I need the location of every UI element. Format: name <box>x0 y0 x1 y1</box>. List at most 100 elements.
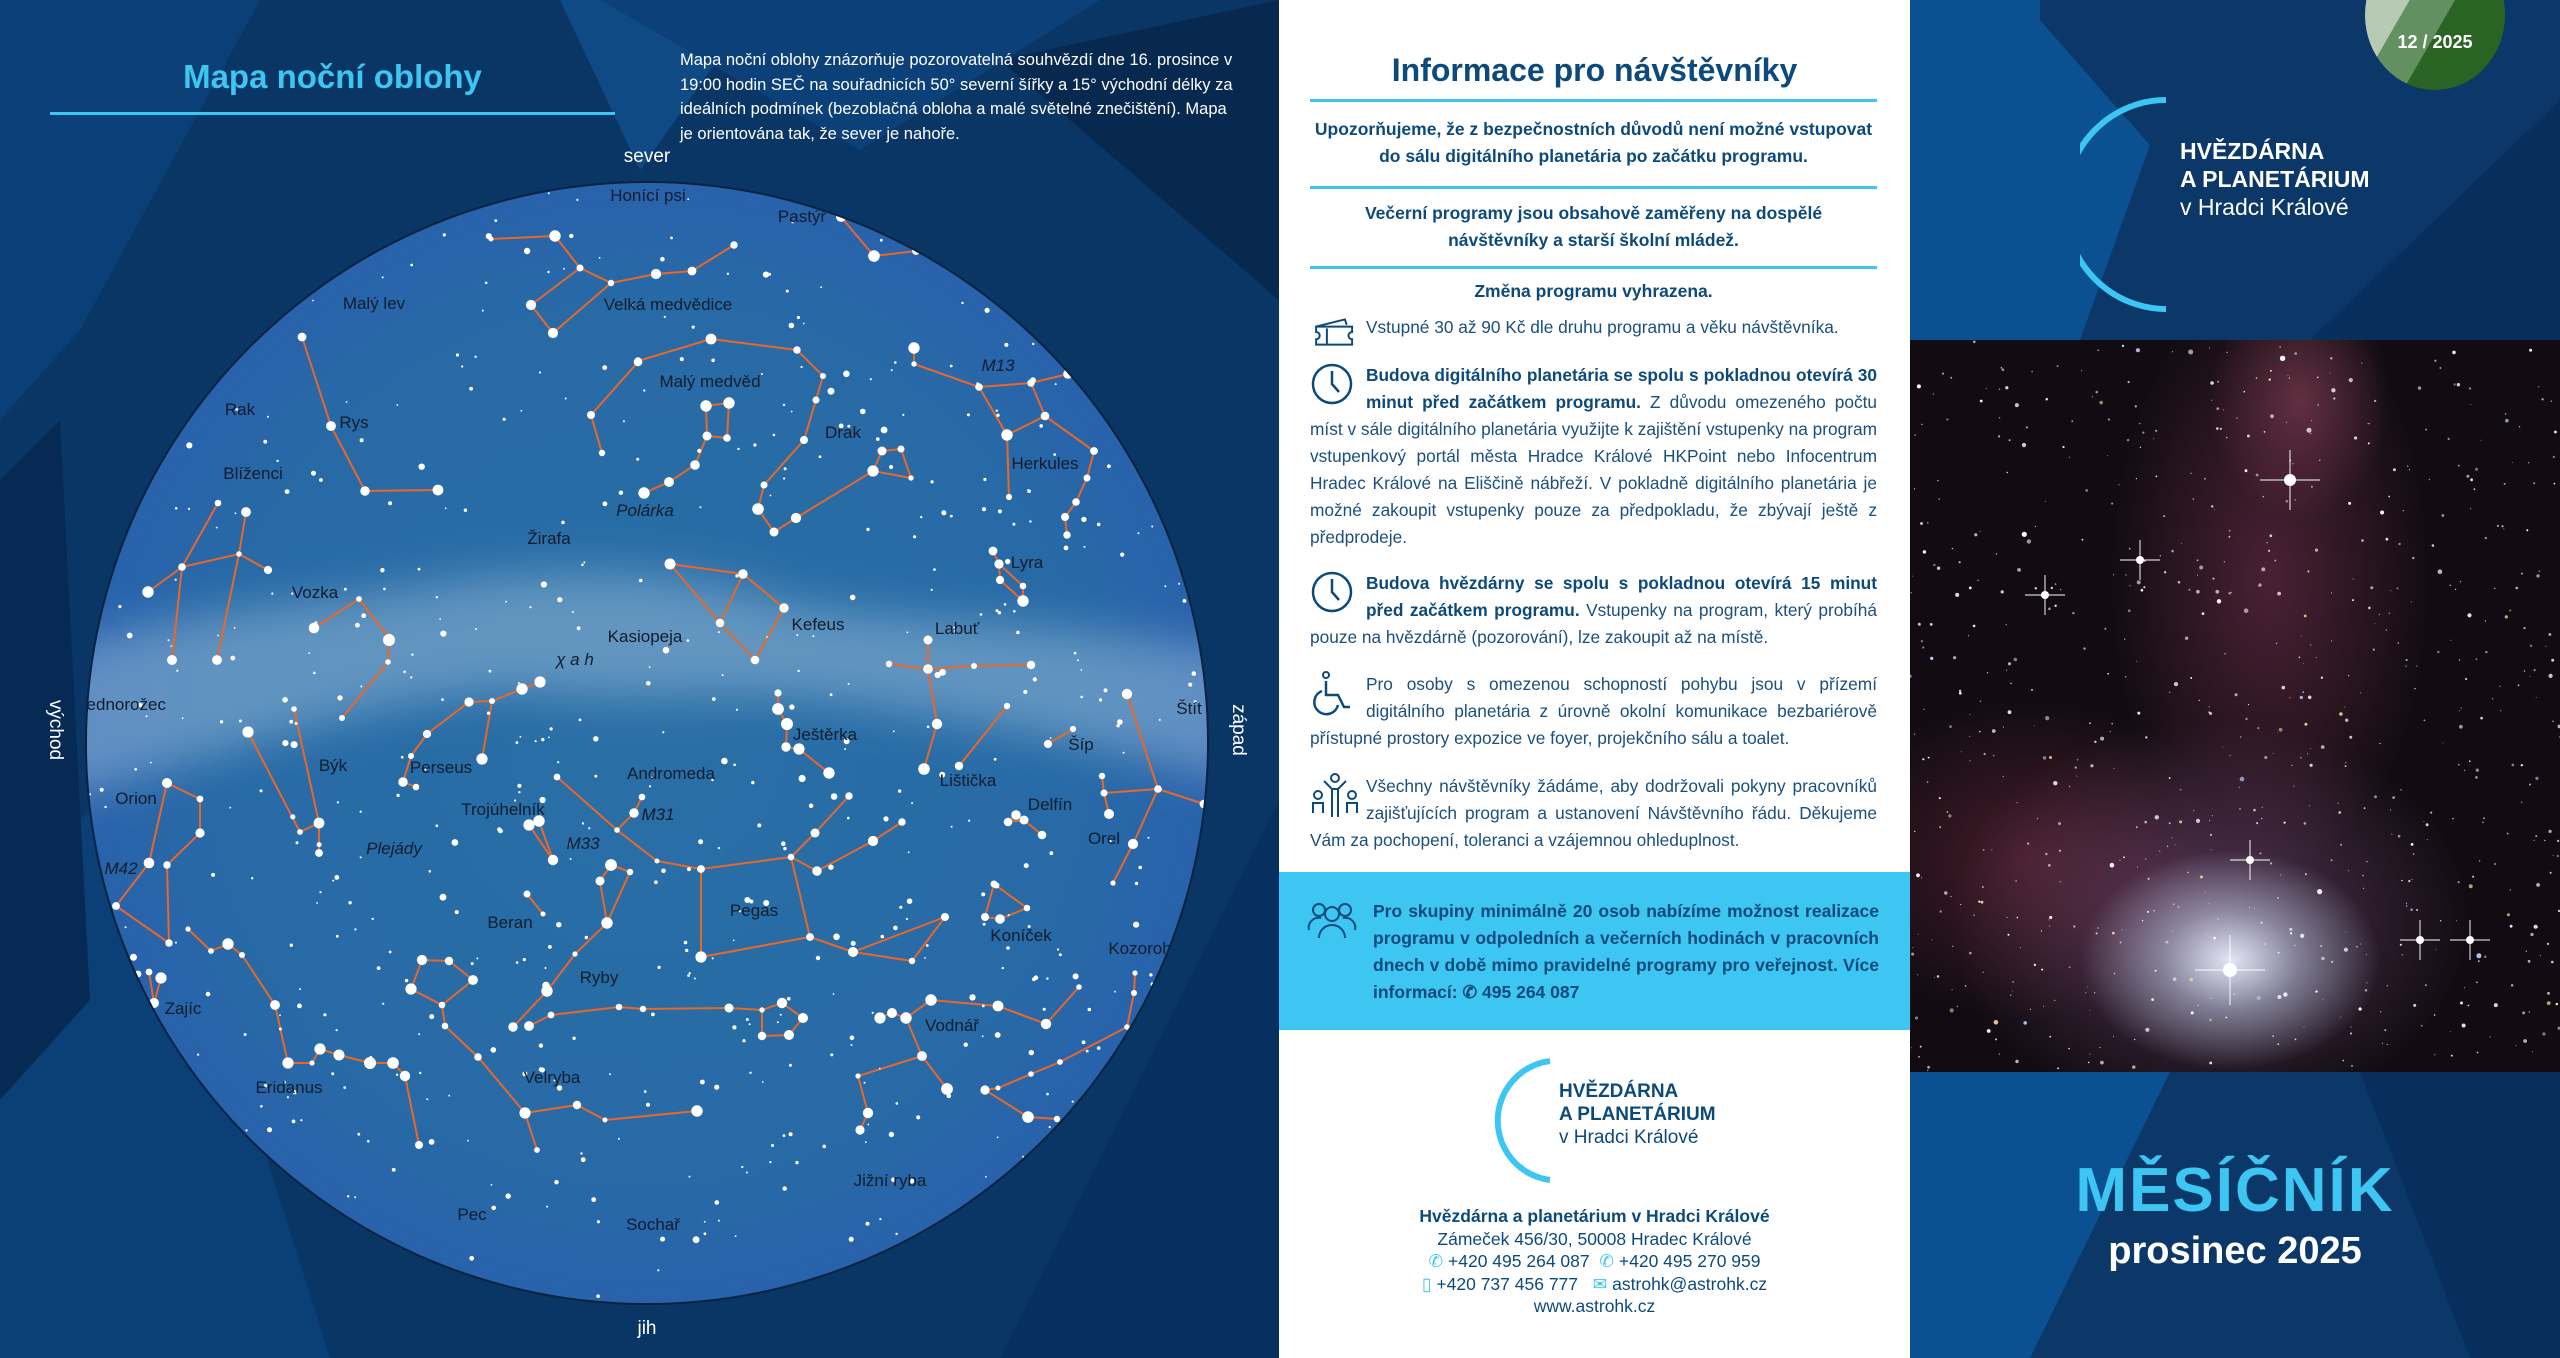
nebula-photo <box>1910 340 2560 1072</box>
photo-star <box>2542 1032 2546 1036</box>
photo-star <box>2467 613 2472 618</box>
star <box>572 951 578 957</box>
groups-phone[interactable]: 495 264 087 <box>1482 982 1580 1002</box>
star <box>1131 990 1137 996</box>
photo-star <box>2196 589 2200 594</box>
star <box>598 256 601 259</box>
star <box>522 958 526 962</box>
photo-star <box>2405 659 2408 661</box>
star <box>1061 513 1069 521</box>
rules-text: Všechny návštěvníky žádáme, aby dodržova… <box>1310 776 1877 850</box>
photo-star <box>2477 960 2480 962</box>
photo-star <box>2509 609 2512 612</box>
map-description: Mapa noční oblohy znázorňuje pozorovatel… <box>680 51 1233 143</box>
photo-star <box>2528 462 2530 464</box>
constellation-label: Ryby <box>579 968 619 987</box>
star <box>319 891 322 894</box>
contact-mobile[interactable]: +420 737 456 777 <box>1436 1273 1579 1294</box>
photo-star <box>1974 533 1978 537</box>
constellation-label: Labuť <box>934 619 980 638</box>
photo-star <box>2458 659 2461 661</box>
photo-star <box>2533 482 2536 485</box>
star <box>815 955 821 961</box>
contact-web[interactable]: www.astrohk.cz <box>1533 1296 1656 1316</box>
star <box>411 653 414 656</box>
star <box>1069 725 1077 733</box>
constellation-label: Trojúhelník <box>461 800 545 819</box>
photo-star <box>2010 994 2012 996</box>
star <box>515 741 519 744</box>
constellation-label: Pegas <box>729 901 779 920</box>
star <box>442 233 446 237</box>
contact-phone2[interactable]: +420 495 270 959 <box>1618 1251 1761 1271</box>
photo-star <box>2520 572 2523 575</box>
photo-star <box>2264 756 2268 759</box>
star <box>723 397 735 409</box>
photo-star <box>2048 925 2051 927</box>
wheelchair-icon <box>1313 671 1350 716</box>
constellation-label: Andromeda <box>627 764 715 783</box>
photo-star <box>1985 387 1987 389</box>
contact-phone1[interactable]: +420 495 264 087 <box>1448 1251 1590 1271</box>
star <box>1013 610 1016 613</box>
star <box>1182 599 1187 603</box>
star <box>104 805 107 809</box>
star <box>925 994 937 1006</box>
star <box>648 785 652 788</box>
star <box>1016 630 1020 635</box>
photo-star <box>1939 826 1941 828</box>
star <box>580 1157 586 1163</box>
photo-star <box>2473 488 2476 491</box>
star <box>781 841 786 846</box>
star <box>236 551 242 557</box>
star <box>1188 682 1193 687</box>
constellation-label: Zajíc <box>164 999 202 1018</box>
star <box>1147 836 1150 839</box>
star <box>357 1132 361 1136</box>
contact-email[interactable]: astrohk@astrohk.cz <box>1612 1273 1768 1294</box>
photo-star <box>2204 477 2206 480</box>
star <box>734 1235 737 1237</box>
star <box>827 387 835 395</box>
star <box>930 480 934 484</box>
photo-star <box>2268 549 2271 552</box>
photo-star <box>1913 733 1915 735</box>
star <box>906 631 909 634</box>
star <box>469 1255 475 1261</box>
photo-star <box>2190 472 2192 474</box>
constellation-line <box>481 700 493 760</box>
photo-star <box>2138 422 2141 425</box>
photo-star <box>2536 574 2540 578</box>
star <box>1046 1092 1049 1096</box>
photo-star <box>2095 390 2099 394</box>
star <box>290 814 296 820</box>
photo-star <box>2342 1059 2344 1062</box>
star <box>212 655 222 665</box>
star <box>554 1180 559 1185</box>
star <box>865 1221 870 1226</box>
star <box>646 1102 650 1107</box>
photo-star <box>2272 752 2274 754</box>
star <box>636 457 640 461</box>
photo-star <box>2368 606 2371 610</box>
star <box>222 938 234 950</box>
photo-star <box>2132 1065 2136 1069</box>
direction-north: sever <box>623 146 671 167</box>
star <box>174 507 178 510</box>
star <box>907 851 910 854</box>
photo-star <box>1910 674 1912 678</box>
star <box>308 622 320 634</box>
star <box>241 507 251 517</box>
star <box>1058 953 1062 957</box>
photo-star <box>2261 806 2263 808</box>
constellation-line <box>923 640 939 770</box>
star <box>297 829 303 835</box>
photo-star <box>2536 883 2540 887</box>
star <box>830 1053 834 1057</box>
star <box>714 1200 720 1205</box>
star <box>715 618 725 628</box>
star <box>1124 1024 1130 1030</box>
star <box>1001 429 1013 441</box>
rules-item: Všechny návštěvníky žádáme, aby dodržova… <box>1310 773 1877 854</box>
photo-star <box>2550 400 2552 402</box>
